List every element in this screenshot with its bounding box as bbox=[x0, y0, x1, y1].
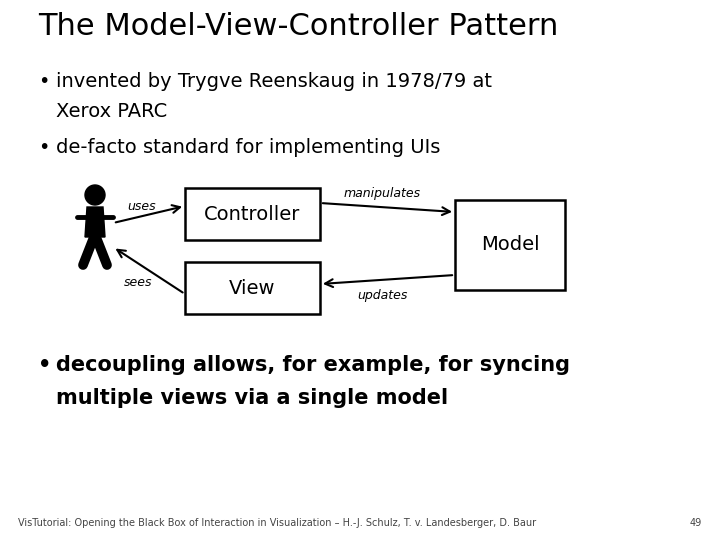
Text: uses: uses bbox=[127, 199, 156, 213]
FancyBboxPatch shape bbox=[185, 188, 320, 240]
Text: manipulates: manipulates bbox=[343, 187, 420, 200]
Text: View: View bbox=[229, 279, 276, 298]
Text: Model: Model bbox=[481, 235, 539, 254]
Text: de-facto standard for implementing UIs: de-facto standard for implementing UIs bbox=[56, 138, 441, 157]
Text: Xerox PARC: Xerox PARC bbox=[56, 102, 167, 121]
Text: multiple views via a single model: multiple views via a single model bbox=[56, 388, 448, 408]
Text: •: • bbox=[38, 138, 50, 157]
FancyBboxPatch shape bbox=[455, 200, 565, 290]
Text: VisTutorial: Opening the Black Box of Interaction in Visualization – H.-J. Schul: VisTutorial: Opening the Black Box of In… bbox=[18, 518, 536, 528]
Text: updates: updates bbox=[357, 289, 408, 302]
FancyBboxPatch shape bbox=[185, 262, 320, 314]
Text: sees: sees bbox=[124, 275, 152, 288]
Text: The Model-View-Controller Pattern: The Model-View-Controller Pattern bbox=[38, 12, 559, 41]
Text: Controller: Controller bbox=[204, 205, 301, 224]
Text: decoupling allows, for example, for syncing: decoupling allows, for example, for sync… bbox=[56, 355, 570, 375]
Circle shape bbox=[85, 185, 105, 205]
Polygon shape bbox=[85, 207, 105, 237]
Text: invented by Trygve Reenskaug in 1978/79 at: invented by Trygve Reenskaug in 1978/79 … bbox=[56, 72, 492, 91]
Text: 49: 49 bbox=[690, 518, 702, 528]
Text: •: • bbox=[38, 72, 50, 91]
Text: •: • bbox=[38, 355, 51, 375]
